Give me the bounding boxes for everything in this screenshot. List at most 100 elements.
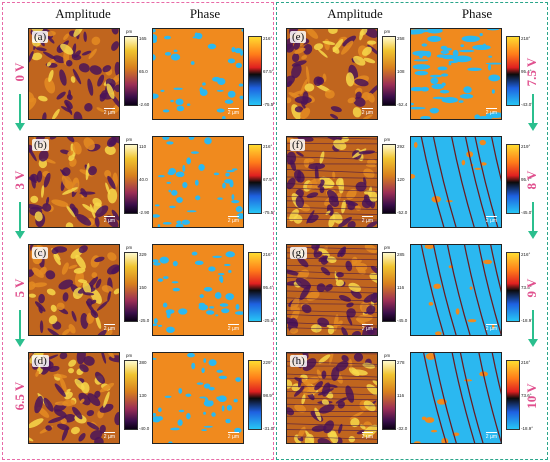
voltage-label: 5 V [12, 278, 27, 298]
phase-min: -43.0° [521, 102, 534, 107]
phase-map-d: 2 µm [152, 352, 244, 444]
scale-bar-label: 2 µm [485, 324, 497, 332]
phase-max: 229° [263, 360, 273, 365]
scale-bar-label: 2 µm [485, 108, 497, 116]
scale-bar-label: 2 µm [227, 432, 239, 440]
scale-bar-label: 2 µm [103, 216, 115, 224]
phase-mid: 95.4° [521, 69, 532, 74]
phase-colorbar [248, 144, 262, 214]
amp-mid: 116 [397, 393, 405, 398]
amp-min: -52.0 [397, 210, 408, 215]
amp-mid: 150 [139, 285, 147, 290]
phase-max: 218° [521, 36, 531, 41]
phase-colorbar [248, 36, 262, 106]
amplitude-map-h: (h) 2 µm [286, 352, 378, 444]
amplitude-colorbar [124, 360, 138, 430]
phase-max: 219° [521, 144, 531, 149]
amp-max: 278 [397, 360, 405, 365]
scale-bar-label: 2 µm [485, 432, 497, 440]
voltage-arrow-shaft [19, 202, 21, 232]
amplitude-title-right: Amplitude [327, 6, 383, 21]
phase-colorbar [506, 144, 520, 214]
phase-min: -25.0° [263, 318, 276, 323]
phase-mid: 73.6° [521, 285, 532, 290]
voltage-arrow-shaft [532, 310, 534, 340]
phase-mid: 98.9° [263, 393, 274, 398]
scale-bar-label: 2 µm [361, 108, 373, 116]
left-panel [2, 2, 274, 460]
phase-max: 216° [263, 36, 273, 41]
amp-unit: pm [126, 29, 133, 34]
amp-min: -45.0 [397, 318, 408, 323]
amplitude-colorbar [382, 252, 396, 322]
amp-unit: pm [384, 137, 391, 142]
phase-map-a: 2 µm [152, 28, 244, 120]
phase-colorbar [506, 252, 520, 322]
amplitude-colorbar [124, 252, 138, 322]
amp-mid: 65.0 [139, 69, 148, 74]
amp-mid: 130 [139, 393, 147, 398]
amp-max: 258 [397, 36, 405, 41]
voltage-arrow-shaft [19, 310, 21, 340]
phase-max: 216° [263, 252, 273, 257]
phase-map-f: 2 µm [410, 136, 502, 228]
amp-unit: pm [384, 245, 391, 250]
scale-bar-label: 2 µm [227, 108, 239, 116]
amp-max: 285 [397, 252, 405, 257]
voltage-arrow-head [15, 123, 25, 131]
voltage-label: 0 V [12, 62, 27, 82]
voltage-label: 3 V [12, 170, 27, 190]
amp-min: -32.0 [397, 426, 408, 431]
scale-bar-label: 2 µm [227, 216, 239, 224]
voltage-arrow-head [15, 339, 25, 347]
amplitude-map-d: (d) 2 µm [28, 352, 120, 444]
scale-bar-label: 2 µm [227, 324, 239, 332]
phase-min: -45.0° [521, 210, 534, 215]
scale-bar-label: 2 µm [485, 216, 497, 224]
voltage-arrow-head [528, 123, 538, 131]
scale-bar-label: 2 µm [361, 324, 373, 332]
phase-max: 216° [521, 252, 531, 257]
amp-mid: 40.0 [139, 177, 148, 182]
phase-mid: 73.6° [521, 393, 532, 398]
phase-map-c: 2 µm [152, 244, 244, 336]
phase-colorbar [506, 360, 520, 430]
panel-letter: (h) [290, 355, 307, 367]
amp-min: -40.0 [139, 426, 150, 431]
voltage-arrow-shaft [532, 202, 534, 232]
voltage-arrow-shaft [532, 94, 534, 124]
phase-min: -18.9° [521, 426, 534, 431]
panel-letter: (c) [32, 247, 49, 259]
phase-colorbar [248, 360, 262, 430]
phase-colorbar [506, 36, 520, 106]
phase-map-g: 2 µm [410, 244, 502, 336]
phase-mid: 67.5° [263, 177, 274, 182]
panel-letter: (f) [290, 139, 305, 151]
amp-max: 329 [139, 252, 147, 257]
phase-min: -75.5° [263, 210, 276, 215]
voltage-label: 6.5 V [12, 381, 27, 411]
amplitude-title-left: Amplitude [55, 6, 111, 21]
amp-mid: 120 [397, 177, 405, 182]
phase-mid: 95.4° [263, 285, 274, 290]
phase-min: -18.9° [521, 318, 534, 323]
voltage-arrow-head [528, 339, 538, 347]
amplitude-colorbar [382, 36, 396, 106]
voltage-arrow-head [15, 231, 25, 239]
right-panel [276, 2, 548, 460]
amplitude-map-c: (c) 2 µm [28, 244, 120, 336]
voltage-label: 10 V [524, 383, 539, 409]
phase-max: 216° [521, 360, 531, 365]
amp-unit: pm [384, 29, 391, 34]
amplitude-map-a: (a) 2 µm [28, 28, 120, 120]
voltage-arrow-head [528, 231, 538, 239]
phase-title-left: Phase [189, 6, 221, 21]
panel-letter: (b) [32, 139, 49, 151]
amp-unit: pm [126, 245, 133, 250]
amp-max: 380 [139, 360, 147, 365]
amplitude-colorbar [382, 144, 396, 214]
amp-min: -25.0 [139, 318, 150, 323]
phase-mid: 67.5° [263, 69, 274, 74]
panel-letter: (a) [32, 31, 49, 43]
voltage-arrow-shaft [19, 94, 21, 124]
